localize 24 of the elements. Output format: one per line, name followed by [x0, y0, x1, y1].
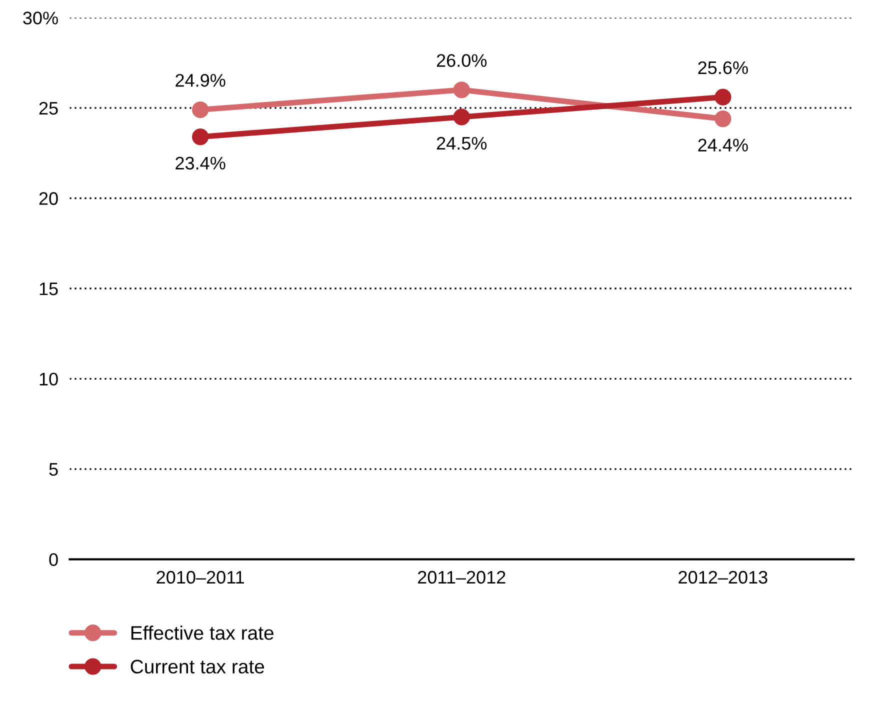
data-label: 24.4% [698, 138, 748, 152]
y-tick-label: 20 [39, 192, 58, 205]
x-tick-label: 2010–2011 [156, 570, 244, 584]
point [453, 82, 470, 98]
data-label: 24.5% [436, 136, 487, 150]
data-label: 25.6% [698, 61, 748, 74]
y-tick-label: 15 [40, 282, 58, 296]
x-tick-label: 2011–2012 [418, 570, 506, 584]
point [714, 88, 732, 106]
x-tick-label: 2012–2013 [678, 570, 768, 584]
legend-label: Effective tax rate [131, 626, 274, 640]
point [192, 128, 209, 146]
y-tick-label: 25 [39, 102, 58, 115]
point [453, 108, 470, 126]
data-label: 23.4% [176, 156, 226, 170]
data-label: 24.9% [176, 74, 226, 87]
y-tick-label: 30% [23, 12, 58, 24]
y-tick-label: 5 [49, 463, 58, 476]
point [192, 101, 209, 118]
y-tick-label: 10 [40, 372, 58, 386]
y-tick-label: 0 [49, 553, 58, 566]
legend-label: Current tax rate [130, 660, 264, 674]
data-label: 26.0% [436, 54, 487, 67]
point [714, 110, 732, 128]
